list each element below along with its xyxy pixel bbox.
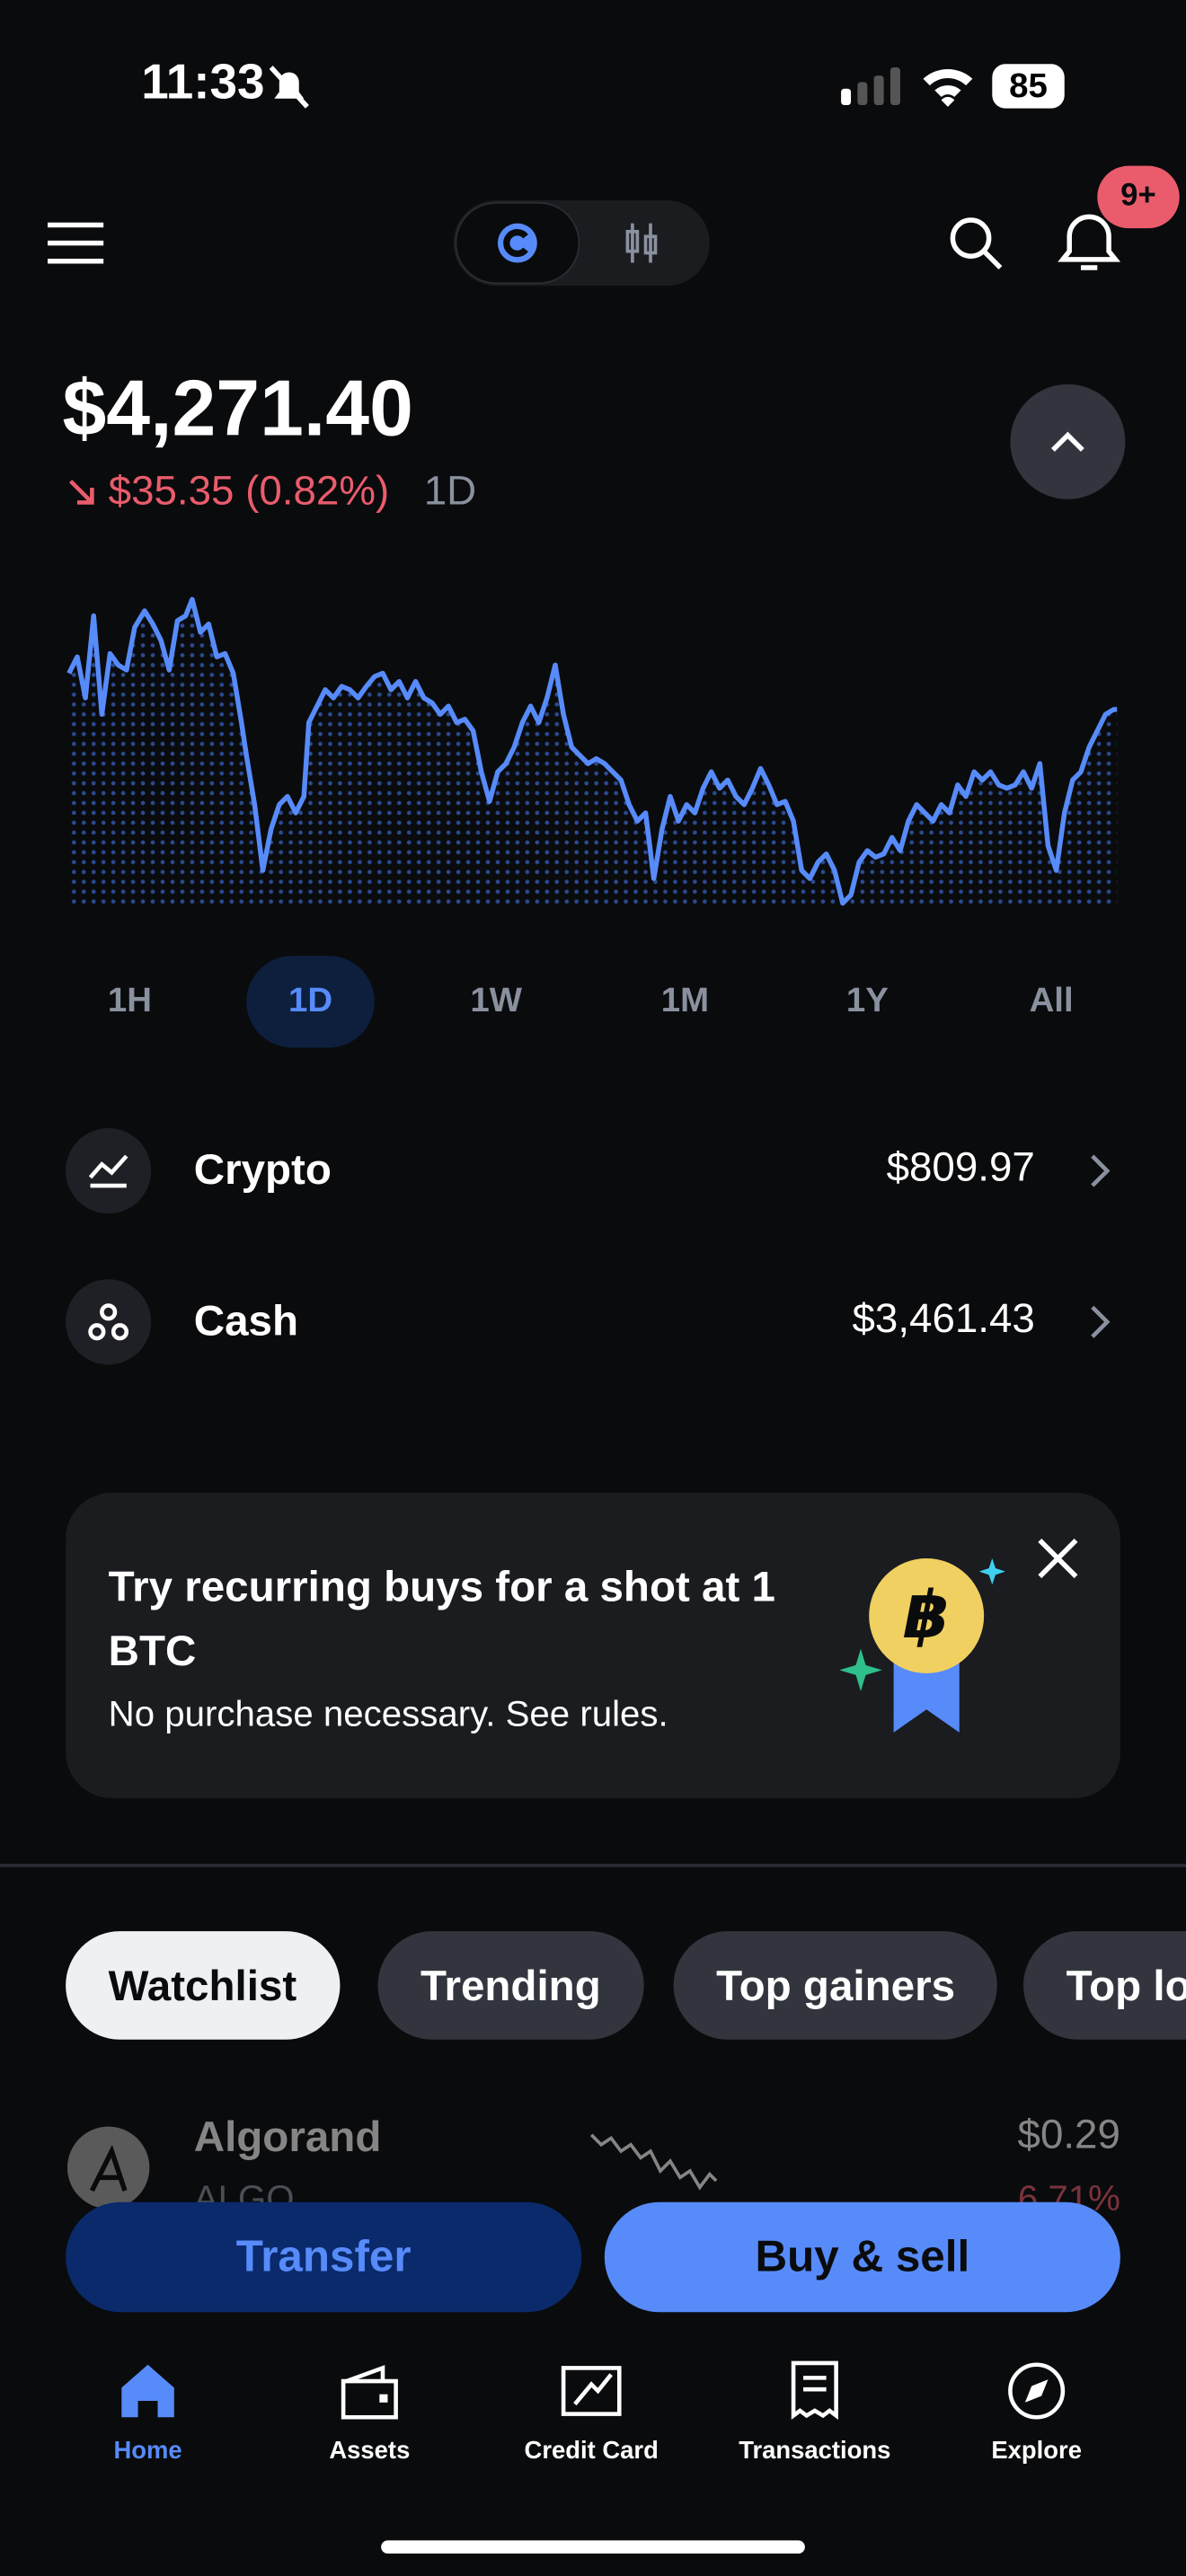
down-arrow [69,480,94,505]
promo-card[interactable]: Try recurring buys for a shot at 1 BTC N… [66,1492,1120,1798]
mute-icon [269,66,309,109]
bell-icon[interactable] [1058,210,1120,276]
range-button[interactable]: 1W [470,982,522,1020]
tab[interactable]: Watchlist [66,1931,340,2040]
close-icon[interactable] [1035,1535,1081,1581]
nav-item[interactable]: Transactions [700,2348,930,2465]
asset-price: $0.29 [1017,2112,1120,2158]
balance-period: 1D [423,468,477,515]
transfer-button[interactable]: Transfer [66,2201,582,2313]
buy-sell-button[interactable]: Buy & sell [604,2201,1120,2313]
candles-icon [625,223,658,263]
account-label: Cash [193,1295,298,1345]
range-button[interactable]: All [1029,982,1074,1020]
collapse-button[interactable] [1010,384,1126,499]
range-button[interactable]: 1Y [845,982,889,1020]
promo-title: Try recurring buys for a shot at 1 BTC [108,1561,775,1675]
cash-row[interactable]: Cash $3,461.43 [66,1276,1120,1368]
range-button[interactable]: 1M [660,982,710,1020]
nav-item[interactable]: Credit Card [476,2348,706,2465]
range-button[interactable]: 1D [246,956,375,1048]
tab[interactable]: Trending [377,1931,644,2040]
signal-icon [841,66,900,106]
tab[interactable]: Top losers [1023,1931,1186,2040]
nav-label: Explore [991,2437,1082,2466]
search-icon[interactable] [946,214,1005,273]
account-value: $3,461.43 [852,1295,1035,1342]
balance-change: $35.35 (0.82%) [108,468,390,515]
nav-item[interactable]: Explore [922,2348,1152,2465]
divider [0,1864,1186,1867]
status-time: 11:33 [141,56,265,110]
home-indicator [381,2540,805,2554]
tab[interactable]: Top gainers [673,1931,998,2040]
wifi-icon [923,68,973,107]
promo-subtitle: No purchase necessary. See rules. [108,1692,668,1734]
chart-area [68,599,1118,907]
asset-name: Algorand [193,2112,382,2162]
battery: 85 [992,64,1065,109]
btc-badge: ฿ [839,1558,1005,1733]
notification-badge: 9+ [1097,165,1180,229]
range-button[interactable]: 1H [107,982,152,1020]
balance: $4,271.40 [62,366,413,454]
account-value: $809.97 [886,1144,1035,1191]
price-chart [66,596,1118,907]
menu-icon[interactable] [46,220,105,266]
nav-item[interactable]: Home [33,2348,263,2465]
nav-label: Credit Card [524,2437,659,2466]
nav-label: Home [113,2437,182,2466]
nav-label: Transactions [739,2437,891,2466]
svg-text:฿: ฿ [904,1579,950,1652]
crypto-row[interactable]: Crypto $809.97 [66,1125,1120,1216]
nav-label: Assets [329,2437,411,2466]
nav-item[interactable]: Assets [254,2348,484,2465]
coinbase-icon [497,223,537,263]
view-toggle[interactable] [453,200,710,287]
account-label: Crypto [193,1144,332,1195]
chart-line [66,596,1118,906]
